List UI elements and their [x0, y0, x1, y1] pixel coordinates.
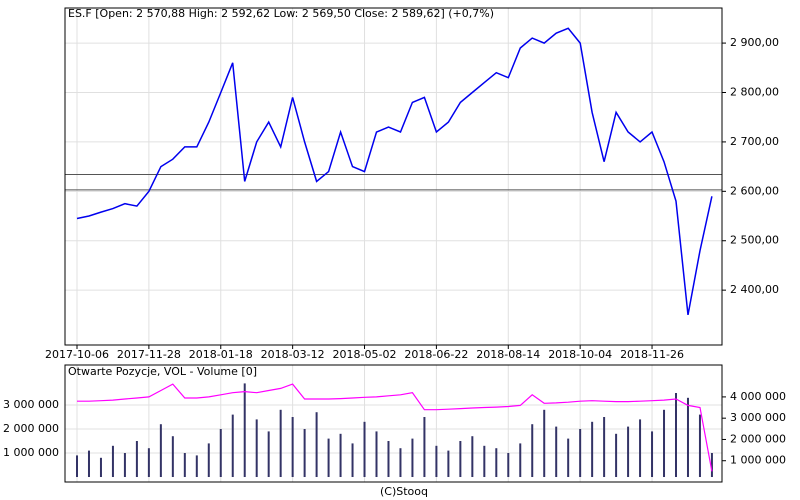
volume-bar: [399, 448, 402, 478]
volume-bar: [315, 412, 318, 478]
volume-title: Otwarte Pozycje, VOL - Volume [0]: [68, 365, 257, 378]
volume-bar: [423, 417, 426, 478]
x-tick-label: 2018-08-14: [476, 348, 540, 361]
volume-bar: [303, 429, 306, 478]
volume-bar: [255, 419, 258, 478]
volume-bar: [327, 438, 330, 478]
y-tick-label: 2 800,00: [730, 85, 779, 98]
y2-tick-label: 1 000 000: [730, 454, 786, 467]
price-title: ES.F [Open: 2 570,88 High: 2 592,62 Low:…: [68, 7, 494, 20]
volume-bar: [171, 436, 174, 478]
volume-bar: [207, 443, 210, 478]
volume-bar: [135, 441, 138, 478]
volume-bar: [471, 436, 474, 478]
y2-tick-label: 3 000 000: [730, 411, 786, 424]
volume-bar: [219, 429, 222, 478]
volume-bar: [291, 417, 294, 478]
volume-bar: [615, 433, 618, 478]
volume-bar: [447, 450, 450, 478]
volume-bar: [710, 453, 713, 478]
volume-bar: [267, 431, 270, 478]
y-tick-label: 1 000 000: [3, 446, 59, 459]
x-tick-label: 2018-06-22: [404, 348, 468, 361]
x-tick-label: 2017-11-28: [117, 348, 181, 361]
volume-bar: [591, 421, 594, 478]
x-tick-label: 2018-01-18: [189, 348, 253, 361]
plot-frame: [64, 7, 723, 346]
x-tick-label: 2018-03-12: [261, 348, 325, 361]
volume-bar: [531, 424, 534, 478]
volume-bar: [435, 445, 438, 478]
price-line: [76, 27, 713, 316]
y-tick-label: 2 000 000: [3, 422, 59, 435]
volume-bar: [519, 443, 522, 478]
y-tick-label: 3 000 000: [3, 398, 59, 411]
volume-bar: [663, 409, 666, 478]
volume-bar: [459, 441, 462, 478]
footer: (C)Stooq: [380, 485, 428, 498]
volume-bar: [87, 450, 90, 478]
volume-bar: [279, 409, 282, 478]
volume-bar: [639, 419, 642, 478]
x-tick-label: 2018-05-02: [333, 348, 397, 361]
volume-bar: [567, 438, 570, 478]
volume-bar: [231, 414, 234, 478]
volume-bar: [507, 453, 510, 478]
volume-bar: [363, 421, 366, 478]
volume-bar: [698, 414, 701, 478]
volume-bar: [483, 445, 486, 478]
volume-bar: [76, 455, 78, 478]
y2-tick-label: 4 000 000: [730, 390, 786, 403]
y-tick-label: 2 400,00: [730, 283, 779, 296]
y-tick-label: 2 700,00: [730, 135, 779, 148]
volume-bar: [123, 453, 126, 478]
volume-bar: [339, 433, 342, 478]
volume-bar: [675, 393, 677, 478]
volume-bar: [651, 431, 654, 478]
volume-bar: [411, 438, 414, 478]
volume-bar: [686, 397, 689, 478]
x-tick-label: 2018-11-26: [620, 348, 684, 361]
x-tick-label: 2018-10-04: [548, 348, 612, 361]
x-tick-label: 2017-10-06: [45, 348, 109, 361]
volume-bar: [111, 445, 114, 478]
volume-bar: [387, 441, 390, 478]
volume-bar: [375, 431, 378, 478]
y2-tick-label: 2 000 000: [730, 432, 786, 445]
volume-bar: [183, 453, 186, 478]
volume-bar: [351, 443, 354, 478]
volume-bar: [195, 455, 198, 478]
volume-bar: [627, 426, 630, 478]
volume-bar: [555, 426, 558, 478]
volume-bar: [159, 424, 162, 478]
volume-bar: [243, 383, 246, 478]
y-tick-label: 2 600,00: [730, 184, 779, 197]
y-tick-label: 2 900,00: [730, 36, 779, 49]
volume-bar: [543, 409, 546, 478]
volume-bar: [147, 448, 150, 478]
volume-bar: [495, 448, 498, 478]
volume-bar: [579, 429, 582, 478]
open-interest-line: [77, 383, 713, 472]
volume-bar: [99, 457, 102, 478]
volume-bar: [603, 417, 606, 478]
plot-frame: [64, 364, 723, 483]
y-tick-label: 2 500,00: [730, 234, 779, 247]
